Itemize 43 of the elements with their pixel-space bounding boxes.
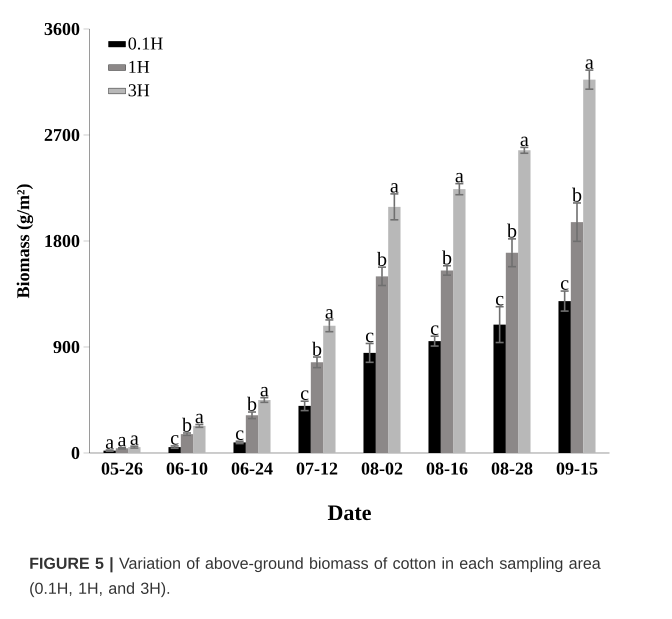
- x-tick-label: 06-10: [166, 462, 208, 475]
- y-tick-label: 0: [72, 446, 80, 460]
- data-label: c: [430, 325, 438, 335]
- data-label: a: [118, 436, 126, 446]
- x-tick-label: 05-26: [102, 462, 142, 475]
- x-tick-label: 08-02: [362, 462, 402, 475]
- x-axis-title: Date: [328, 506, 371, 520]
- legend-label: 1H: [129, 60, 150, 73]
- x-tick-label: 06-24: [232, 462, 273, 475]
- y-tick-label: 900: [53, 340, 80, 354]
- data-label: a: [520, 136, 529, 146]
- y-axis-title: Biomass (g/m²): [16, 184, 34, 298]
- data-label: b: [312, 342, 322, 356]
- data-label: b: [442, 250, 452, 265]
- data-label: a: [586, 59, 594, 69]
- data-label: c: [496, 296, 504, 306]
- data-label: c: [366, 332, 374, 342]
- text: FIGURE 5 | Variation of above-ground biomass of cotton in each sampling area (0.1H, 1H, and 3H).: [30, 557, 601, 598]
- x-tick-label: 08-28: [492, 462, 532, 475]
- data-label: a: [130, 435, 139, 445]
- x-tick-label: 09-15: [556, 462, 598, 475]
- y-tick-label: 3600: [44, 22, 80, 36]
- x-tick-label: 08-16: [426, 462, 468, 475]
- data-label: a: [196, 414, 204, 424]
- data-label: a: [326, 309, 334, 319]
- data-label: c: [170, 435, 178, 445]
- legend-label: 3H: [128, 84, 150, 96]
- data-label: a: [260, 386, 269, 396]
- data-label: b: [572, 188, 582, 202]
- data-label: b: [377, 252, 386, 266]
- data-label: a: [106, 439, 114, 449]
- y-tick-label: 1800: [45, 234, 80, 248]
- data-label: c: [560, 280, 568, 290]
- data-label: a: [456, 172, 464, 182]
- data-label: c: [236, 430, 244, 440]
- y-tick-label: 2700: [44, 128, 80, 142]
- data-label: b: [507, 224, 516, 238]
- data-label: c: [300, 390, 308, 400]
- data-label: b: [182, 418, 192, 432]
- data-label: a: [390, 183, 399, 193]
- data-label: b: [247, 396, 256, 411]
- legend-label: 0.1H: [128, 37, 163, 50]
- x-tick-label: 07-12: [296, 462, 338, 475]
